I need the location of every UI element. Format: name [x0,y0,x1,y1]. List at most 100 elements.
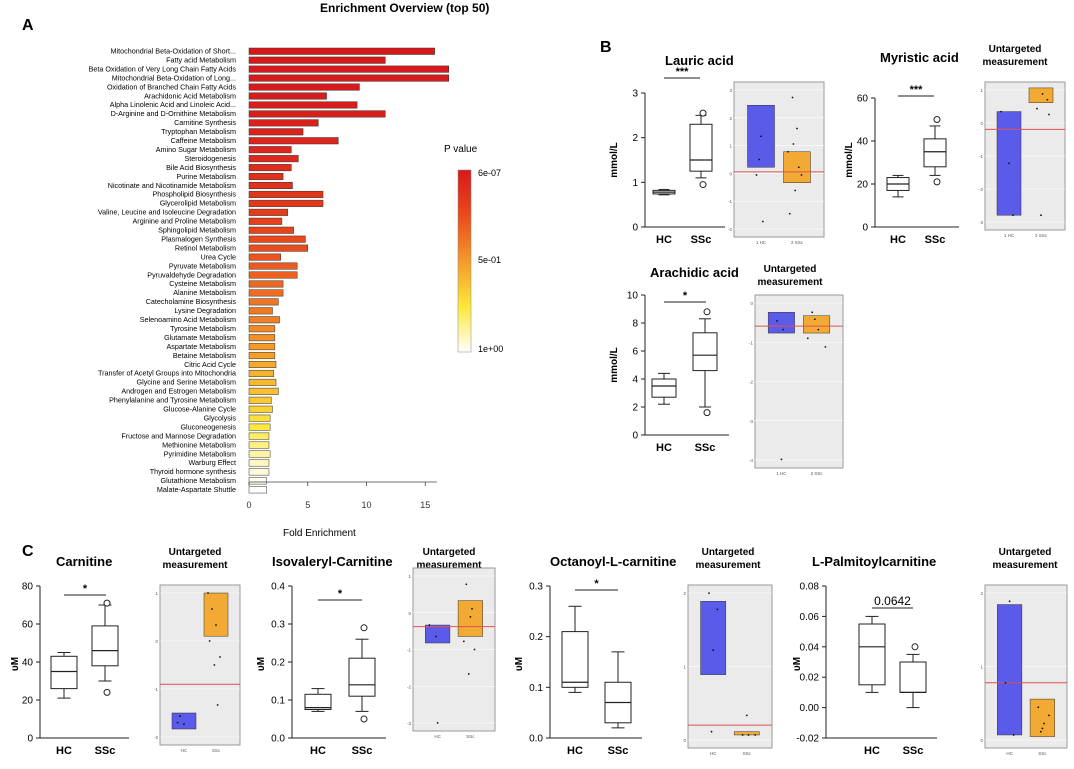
y-tick-label: 20 [22,696,34,707]
untargeted-inset-lauric: Untargetedmeasurement3210-1-21 HC2 SSc [728,81,825,245]
x-tick-label: 5 [305,500,310,510]
enrichment-bar [248,423,271,431]
enrichment-bar [248,253,281,261]
significance-label: *** [910,84,924,96]
enrichment-bar [248,74,449,82]
inset-y-tick-label: 0 [980,738,983,743]
y-tick-label: 60 [857,94,869,105]
inset-data-point [780,458,783,461]
inset-data-point [219,656,221,658]
inset-data-point [1048,714,1050,717]
inset-box-hc [700,601,727,675]
enrichment-bar [248,173,284,181]
box-iqr [689,123,713,172]
inset-data-point [761,220,764,223]
y-tick-label: 0 [632,431,638,442]
category-label: Pyruvate Metabolism [169,261,236,270]
inset-x-tick-label: HC [710,751,717,756]
y-tick-label: 2 [632,403,638,414]
enrichment-bar [248,199,324,207]
inset-y-tick-label: -1 [728,199,732,204]
inset-data-point [792,143,795,145]
inset-data-point [760,135,762,138]
category-label: Steroidogenesis [184,154,236,163]
y-tick-label: 0.02 [800,673,820,684]
category-label: Amino Sugar Metabolism [156,145,236,154]
outlier-point [699,181,707,189]
box-iqr [899,661,927,693]
enrichment-bar [248,47,435,55]
y-tick-label: 0.04 [800,642,820,653]
category-label: Citric Acid Cycle [184,360,236,369]
significance-label: * [338,588,343,600]
inset-data-point [787,150,789,153]
enrichment-bar [248,182,293,189]
category-label: Catecholamine Biosynthesis [146,297,237,306]
inset-data-point [467,673,470,675]
untargeted-inset-palmitoyl: Untargeted measurement 2 1 0 HC SSc [980,547,1068,756]
inset-data-point [207,592,209,594]
inset-data-point [806,337,809,340]
chart-title: L-Palmitoylcarnitine [812,554,936,569]
inset-title: Untargeted [999,547,1052,558]
y-tick-label: 0.3 [529,582,543,593]
inset-data-point [755,174,758,176]
panel-label-a: A [22,17,34,34]
inset-data-point [758,158,761,161]
y-tick-label: 0 [27,734,33,745]
chart-title: Lauric acid [665,53,734,68]
category-label: Betaine Metabolism [173,351,236,360]
inset-box-ssc [203,592,229,637]
inset-y-tick-label: -2 [979,187,983,192]
category-label: HC [890,234,906,246]
x-tick-label: 15 [420,500,430,510]
inset-box-hc [425,624,451,644]
category-label: HC [864,745,880,757]
inset-y-tick-label: -1 [407,648,411,653]
inset-box-ssc [1029,698,1055,737]
enrichment-bar [248,146,292,154]
inset-data-point [1008,162,1010,165]
category-label: Glucose-Alanine Cycle [163,405,236,414]
untargeted-inset-myristic: Untargeted measurement 1 0 -1 -2 -3 1 HC 2 SSc [979,44,1066,238]
inset-y-tick-label: 1 [408,574,411,579]
inset-data-point [183,723,185,726]
category-label: Glycerolipid Metabolism [160,199,236,208]
inset-y-tick-label: 2 [683,591,686,596]
inset-x-tick-label: 1 HC [776,471,787,476]
inset-data-point [1008,600,1011,603]
inset-y-tick-label: -2 [728,227,732,232]
chart-title: Arachidic acid [650,265,739,280]
chart-title: Carnitine [56,554,112,569]
category-label: SSc [925,234,946,246]
box-iqr [50,655,78,690]
category-label: Sphingolipid Metabolism [158,226,236,235]
inset-data-point [813,318,816,321]
x-tick-label: 0 [246,500,251,510]
inset-data-point [824,346,827,348]
inset-x-tick-label: HC [181,748,188,753]
enrichment-bar [248,208,289,216]
enrichment-bar [248,101,358,109]
inset-box-hc [171,712,197,730]
inset-y-tick-label: 1 [683,665,686,670]
enrichment-bar [248,226,294,234]
inset-x-tick-label: 1 HC [756,240,767,245]
category-label: Urea Cycle [200,252,236,261]
enrichment-bar [248,65,449,73]
category-label: Carnitine Synthesis [174,118,236,127]
category-label: Malate-Aspartate Shuttle [157,485,236,494]
inset-y-tick-label: -2 [407,684,411,689]
category-label: Retinol Metabolism [175,243,236,252]
inset-x-tick-label: 2 SSc [1035,233,1048,238]
box-iqr [304,693,332,710]
enrichment-bar [248,298,279,306]
category-label: Gluconeogenesis [180,422,236,431]
y-tick-label: 0 [632,223,638,234]
inset-data-point [741,734,744,736]
y-tick-label: 80 [22,582,34,593]
inset-box-ssc [1028,87,1054,103]
y-tick-label: 0.0 [529,734,543,745]
category-label: Aspartate Metabolism [166,342,236,351]
inset-data-point [782,328,785,331]
